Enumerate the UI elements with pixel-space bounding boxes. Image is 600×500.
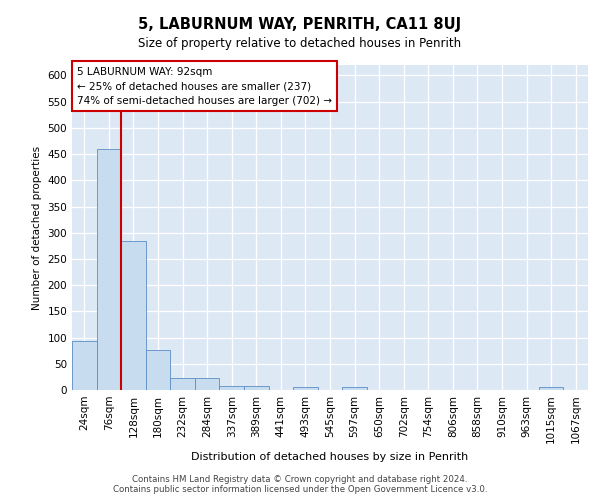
Y-axis label: Number of detached properties: Number of detached properties (32, 146, 42, 310)
Text: Contains public sector information licensed under the Open Government Licence v3: Contains public sector information licen… (113, 485, 487, 494)
Bar (72, 341, 97, 390)
Bar (293, 387, 318, 390)
Bar (342, 387, 367, 390)
Bar (244, 386, 269, 390)
Bar (220, 386, 244, 390)
Bar (170, 378, 195, 390)
Bar (97, 149, 121, 390)
Text: Size of property relative to detached houses in Penrith: Size of property relative to detached ho… (139, 38, 461, 51)
Bar (195, 378, 220, 390)
Text: Contains HM Land Registry data © Crown copyright and database right 2024.: Contains HM Land Registry data © Crown c… (132, 475, 468, 484)
Text: 5 LABURNUM WAY: 92sqm
← 25% of detached houses are smaller (237)
74% of semi-det: 5 LABURNUM WAY: 92sqm ← 25% of detached … (77, 66, 332, 106)
Text: 5, LABURNUM WAY, PENRITH, CA11 8UJ: 5, LABURNUM WAY, PENRITH, CA11 8UJ (139, 18, 461, 32)
Bar (539, 387, 563, 390)
X-axis label: Distribution of detached houses by size in Penrith: Distribution of detached houses by size … (191, 452, 469, 462)
Bar (146, 350, 170, 390)
Bar (121, 240, 146, 390)
